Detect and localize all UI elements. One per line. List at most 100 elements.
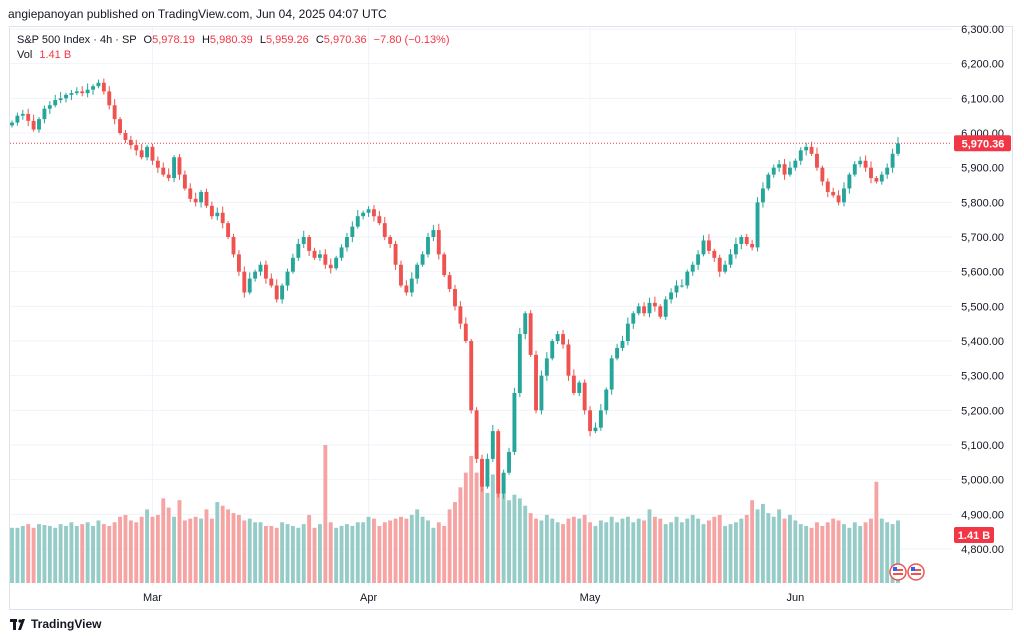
footer-brand[interactable]: TradingView (10, 617, 101, 631)
price-axis[interactable]: 4,800.00 4,900.00 5,000.00 5,100.00 5,200.00… (954, 24, 1011, 556)
candle-body (323, 254, 328, 265)
close-label: C (315, 34, 324, 46)
volume-bar (852, 522, 857, 583)
candle-body (453, 289, 457, 307)
volume-bar (690, 514, 695, 583)
volume-bar (480, 485, 484, 583)
brand-name: TradingView (31, 617, 102, 631)
us-flag-event-icon[interactable] (907, 563, 925, 581)
volume-bar (534, 518, 538, 583)
volume-bar (561, 524, 565, 583)
candle-body (690, 264, 695, 272)
candle-body (426, 237, 430, 255)
volume-bar (615, 522, 620, 583)
volume-bar (317, 524, 322, 583)
volume-bar (328, 522, 333, 583)
candle-body (815, 153, 819, 168)
candle-body (155, 160, 160, 168)
volume-value: 1.41 B (39, 49, 72, 61)
candle-body (388, 237, 393, 244)
candle-body (145, 146, 150, 158)
candle-body (539, 375, 544, 411)
flag-canton (893, 567, 897, 571)
candle-body (420, 254, 425, 265)
volume-bar (199, 518, 204, 583)
candle-body (226, 223, 231, 237)
volume-bar (388, 520, 393, 583)
volume-bar (409, 514, 414, 583)
candle-body (317, 254, 322, 258)
candle-body (458, 306, 463, 324)
candle-body (355, 216, 360, 227)
volume-bar (604, 522, 609, 583)
candle-body (296, 243, 301, 258)
time-axis[interactable]: Mar Apr May Jun (143, 592, 804, 604)
candle-body (723, 264, 728, 272)
volume-bar (496, 452, 501, 583)
candle-body (31, 120, 36, 130)
flag-stripe (911, 573, 921, 575)
candle-body (182, 174, 187, 189)
volume-bar (399, 516, 403, 583)
volume-bar (431, 527, 436, 583)
volume-bar (847, 527, 852, 583)
candle-body (85, 89, 90, 94)
volume-bar (760, 503, 765, 583)
volume-bar (658, 518, 663, 583)
candle-body (701, 240, 706, 255)
time-tick-label: Mar (143, 592, 162, 604)
candle-body (544, 358, 549, 376)
event-markers[interactable] (889, 563, 925, 581)
candle-body (604, 389, 609, 411)
candle-body (820, 167, 825, 182)
candle-body (150, 146, 155, 161)
volume-bar (701, 524, 706, 583)
candle-body (47, 105, 52, 109)
candle-body (366, 209, 371, 213)
candle-body (242, 271, 247, 293)
volume-bar (512, 494, 517, 583)
candle-body (685, 271, 690, 286)
candle-body (285, 271, 290, 286)
candle-body (37, 119, 41, 130)
volume-bar (182, 520, 187, 583)
volume-bar (334, 527, 339, 583)
volume-bar (215, 502, 220, 583)
candle-body (199, 191, 204, 203)
us-flag-event-icon[interactable] (889, 563, 907, 581)
volume-bar (733, 522, 738, 583)
symbol-title[interactable]: S&P 500 Index · 4h · SP (17, 34, 137, 46)
volume-bar (285, 524, 290, 583)
candle-body (128, 139, 133, 146)
candle-body (345, 237, 349, 248)
volume-bar (453, 502, 457, 583)
volume-bar (485, 492, 490, 583)
volume-bar (242, 520, 247, 583)
last-price-badge (954, 135, 1011, 152)
candle-body (436, 230, 441, 255)
candle-body (766, 174, 771, 189)
candle-body (247, 278, 252, 293)
high-value: 5,980.39 (209, 34, 253, 46)
chart-pane[interactable] (9, 26, 1013, 610)
candle-body (258, 264, 263, 272)
volume-bar (642, 520, 647, 583)
candle-body (858, 160, 863, 165)
last-volume-badge (954, 527, 994, 543)
volume-bar (863, 522, 868, 583)
tradingview-logo-icon (10, 619, 26, 630)
volume-bar (42, 525, 47, 583)
volume-bar (188, 518, 193, 583)
candle-body (863, 160, 868, 168)
price-tick-label: 5,300.00 (961, 371, 1004, 383)
candle-body (760, 188, 765, 203)
candle-body (274, 285, 279, 300)
volume-bar (263, 525, 268, 583)
volume-bar (869, 518, 873, 583)
volume-bar (145, 509, 150, 583)
volume-bar (15, 527, 20, 583)
volume-bar (625, 516, 630, 583)
candle-body (172, 157, 177, 179)
volume-bar (20, 525, 25, 583)
